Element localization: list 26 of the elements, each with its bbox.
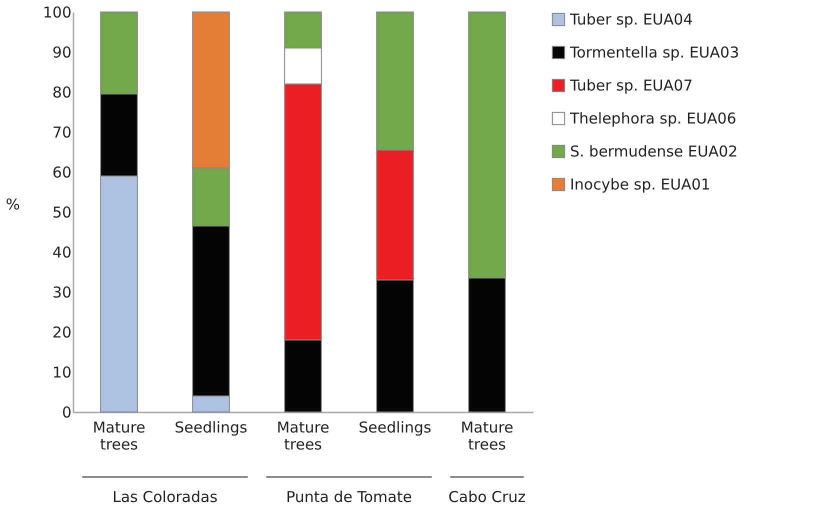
y-axis-title: % [6, 196, 20, 214]
legend-label: Tuber sp. EUA04 [569, 10, 693, 28]
text: Punta de Tomate [286, 488, 412, 506]
legend-label: Tuber sp. EUA07 [569, 76, 693, 94]
legend-label: S. bermudense EUA02 [570, 142, 738, 160]
y-tick-label: 80 [52, 84, 72, 102]
y-tick-label: 20 [52, 324, 72, 342]
y-tick-label: 60 [52, 164, 72, 182]
x-tick-label: Seedlings [358, 418, 432, 436]
x-tick-label: Mature trees [276, 418, 330, 454]
y-tick-label: 40 [52, 244, 72, 262]
x-tick-label: Mature trees [460, 418, 514, 454]
y-tick-label: 70 [52, 124, 72, 142]
legend-label: Thelephora sp. EUA06 [569, 110, 736, 128]
x-tick-label: Seedlings [174, 418, 248, 436]
legend-label: Tormentella sp. EUA03 [569, 44, 740, 62]
legend-label: Inocybe sp. EUA01 [570, 176, 710, 194]
y-tick-label: 90 [52, 44, 72, 62]
y-tick-label: 100 [42, 4, 72, 22]
y-tick-label: 30 [52, 284, 72, 302]
y-tick-label: 0 [62, 404, 72, 422]
text: Las Coloradas [112, 488, 218, 506]
text: Cabo Cruz [448, 488, 526, 506]
y-tick-label: 50 [52, 204, 72, 222]
x-tick-label: Mature trees [92, 418, 146, 454]
y-tick-label: 10 [52, 364, 72, 382]
